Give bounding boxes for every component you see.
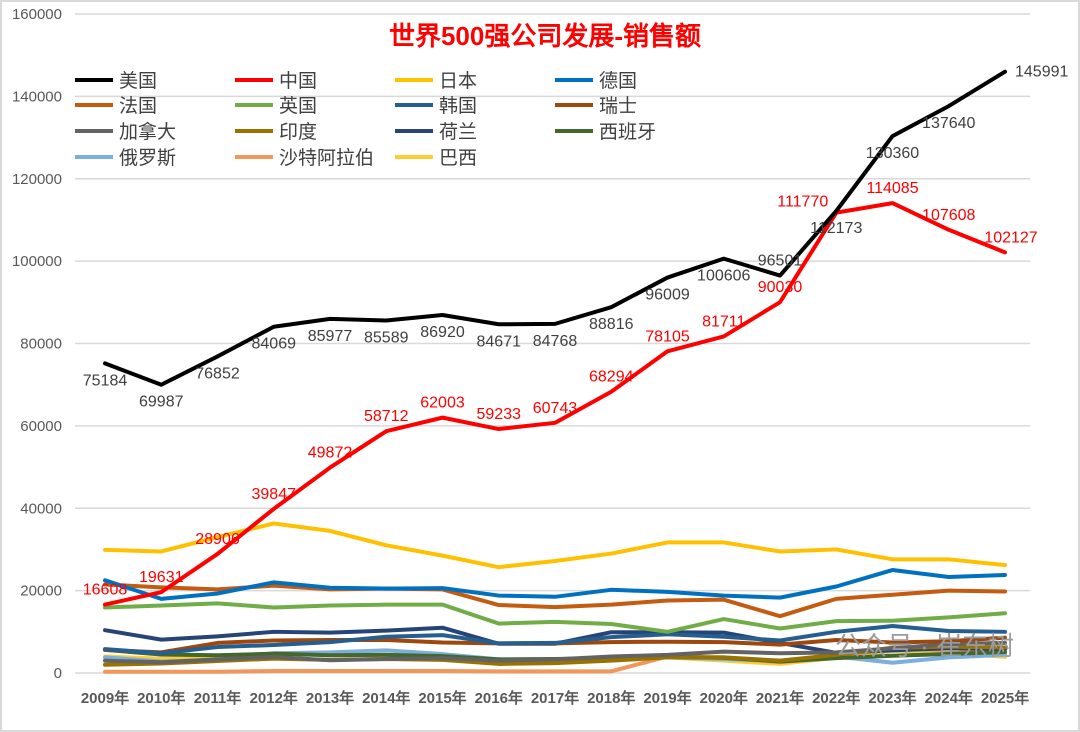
legend-label: 韩国 [439,95,477,117]
data-label: 49872 [308,445,353,462]
series-line-5 [103,601,1007,634]
y-tick-label: 80000 [20,336,62,353]
y-tick-label: 40000 [20,500,62,517]
y-tick-label: 20000 [20,583,62,600]
x-tick-label: 2012年 [250,689,298,707]
data-label: 19631 [139,569,184,586]
x-tick-label: 2025年 [981,689,1029,707]
data-label: 81711 [702,313,745,330]
legend-label: 俄罗斯 [119,147,176,169]
data-label: 16608 [83,582,128,599]
y-tick-label: 60000 [20,418,62,435]
legend-label: 巴西 [439,148,477,169]
series-line-6 [103,624,1007,656]
data-labels: 75184 69987 76852 84069 85977 85589 86920 84671… [83,64,1069,599]
data-label: 96009 [645,287,690,304]
x-tick-label: 2013年 [306,689,354,707]
y-tick-label: 100000 [12,253,62,270]
data-label: 59233 [477,406,522,423]
data-label: 100606 [697,268,750,285]
data-label: 60743 [533,400,578,417]
data-label: 58712 [364,408,409,425]
legend-label: 西班牙 [599,121,656,143]
x-tick-label: 2019年 [643,689,691,707]
data-label: 85977 [308,328,353,345]
x-tick-label: 2021年 [756,689,804,707]
watermark: 公众号 · 崔东树 [835,631,1014,661]
series-line-0 [103,69,1007,387]
x-tick-label: 2022年 [812,689,860,707]
x-tick-label: 2024年 [925,689,973,707]
data-label: 78105 [645,328,690,345]
x-tick-label: 2011年 [194,689,242,707]
data-label: 86920 [420,324,465,341]
legend-label: 日本 [439,70,477,92]
data-label: 28906 [195,531,240,548]
y-tick-label: 160000 [12,6,62,23]
series-line-3 [103,568,1007,601]
legend-label: 加拿大 [119,120,176,143]
legend-label: 英国 [279,95,317,117]
x-axis: 2009年 2010年 2011年 2012年 2013年 2014年 2015年 2016年… [81,689,1029,707]
series-line-1 [103,201,1007,607]
data-label: 111770 [777,194,828,211]
data-label: 68294 [589,369,634,386]
x-tick-label: 2016年 [475,689,523,707]
x-tick-label: 2018年 [587,689,635,707]
x-tick-label: 2023年 [868,689,916,707]
data-label: 88816 [589,316,634,333]
y-tick-label: 140000 [12,88,62,105]
data-label: 130360 [866,145,919,162]
x-tick-label: 2014年 [362,689,410,707]
x-tick-label: 2020年 [700,689,748,707]
data-label: 112173 [810,220,862,237]
data-label: 39847 [252,486,297,503]
data-label: 96501 [758,253,803,270]
legend-label: 瑞士 [599,95,637,117]
series-line-8 [103,640,1007,665]
x-tick-label: 2010年 [137,689,185,707]
legend-label: 荷兰 [439,121,477,143]
x-tick-label: 2017年 [531,689,579,707]
series-lines [103,69,1007,674]
y-axis: 0 20000 40000 60000 80000 100000 120000 140000 1… [12,6,62,682]
x-tick-label: 2015年 [418,689,466,707]
legend-label: 印度 [279,121,317,143]
data-label: 62003 [420,395,465,412]
legend-label: 中国 [279,70,317,92]
y-tick-label: 0 [54,665,62,682]
x-tick-label: 2009年 [81,689,129,707]
legend-label: 沙特阿拉伯 [279,147,374,169]
chart-title: 世界500强公司发展-销售额 [389,21,701,51]
series-line-2 [103,521,1007,570]
legend-label: 美国 [119,70,157,92]
data-label: 84069 [252,336,297,353]
data-label: 102127 [984,229,1037,246]
data-label: 84768 [533,333,578,350]
data-label: 69987 [139,394,184,411]
data-label: 84671 [477,333,522,350]
y-tick-label: 120000 [12,171,62,188]
data-label: 90030 [758,279,803,296]
data-label: 145991 [1015,64,1068,81]
data-label: 107608 [922,207,975,224]
legend-label: 德国 [599,70,637,92]
data-label: 85589 [364,329,409,346]
legend-label: 法国 [119,95,157,117]
data-label: 76852 [195,365,240,382]
data-label: 114085 [866,180,918,197]
data-label: 75184 [83,372,128,389]
data-label: 137640 [922,115,975,132]
